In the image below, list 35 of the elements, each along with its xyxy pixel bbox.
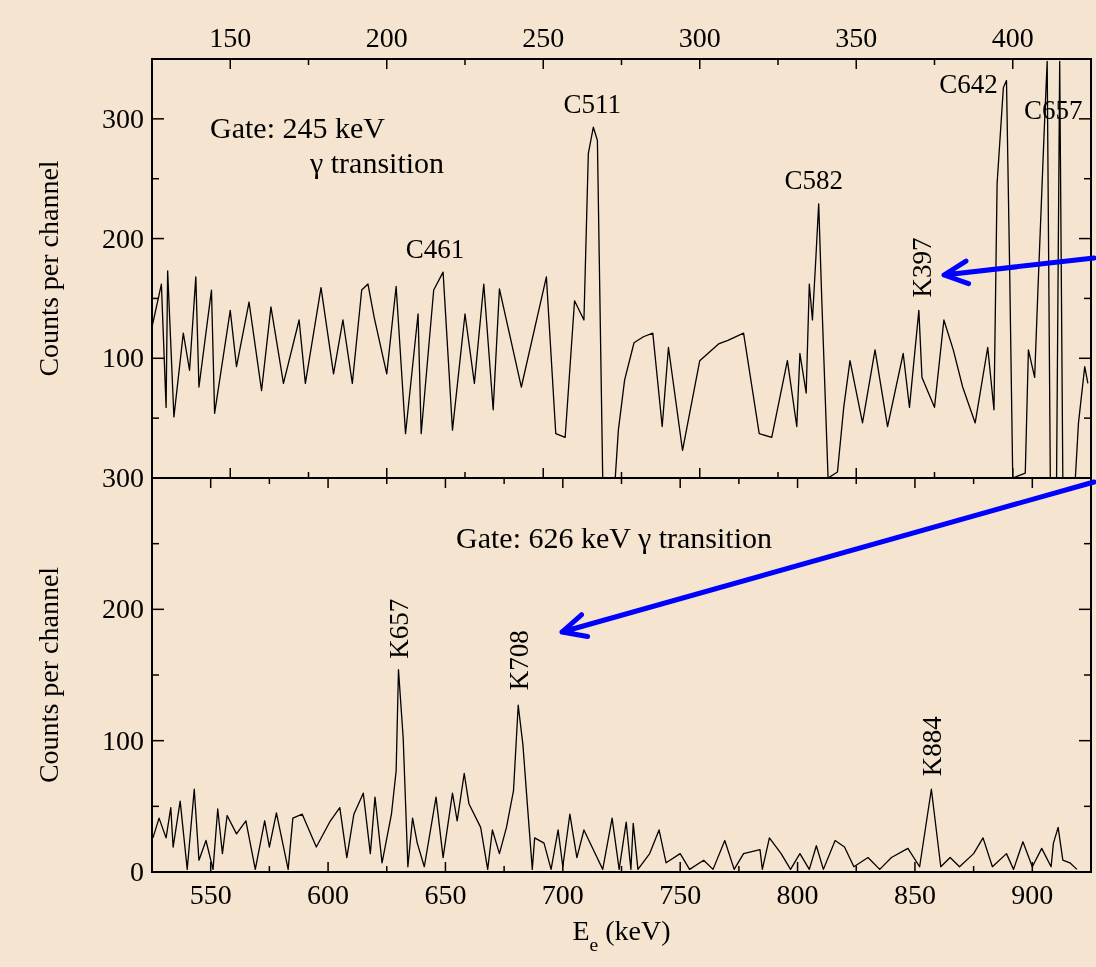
x-tick-label: 150: [209, 22, 252, 53]
y-tick-label: 100: [102, 724, 144, 756]
x-tick-label: 850: [893, 879, 936, 910]
x-tick-label: 900: [1011, 879, 1054, 910]
annotation: K884: [917, 715, 948, 777]
x-tick-label: 350: [835, 22, 878, 53]
y-tick-label: 200: [102, 222, 144, 254]
y-tick-label: 200: [102, 593, 144, 625]
x-tick-label: 550: [189, 879, 232, 910]
annotation: γ transition: [309, 146, 445, 179]
x-tick-label: 750: [659, 879, 702, 910]
y-axis-title: Counts per channel: [33, 160, 64, 377]
y-tick-label: 100: [102, 342, 144, 374]
x-tick-label: 800: [776, 879, 819, 910]
annotation: C461: [405, 234, 465, 265]
x-tick-label: 300: [678, 22, 721, 53]
x-axis-title: E$_{e}$ (keV): [572, 915, 671, 955]
annotation: K397: [906, 237, 937, 298]
y-tick-label: 300: [102, 102, 144, 134]
y-tick-label: 300: [102, 462, 144, 493]
x-tick-label: 700: [541, 879, 584, 910]
annotation: Gate: 245 keV: [210, 111, 386, 144]
y-axis-title: Counts per channel: [33, 566, 64, 784]
annotation: C582: [784, 164, 843, 195]
x-tick-label: 650: [424, 879, 467, 910]
annotation: Gate: 626 keV γ transition: [456, 521, 772, 554]
annotation: C511: [563, 89, 622, 120]
y-tick-label: 0: [130, 856, 144, 887]
annotation: K657: [384, 598, 415, 659]
x-tick-label: 250: [522, 22, 565, 53]
x-tick-label: 400: [991, 22, 1034, 53]
annotation: C642: [939, 68, 998, 99]
x-tick-label: 200: [365, 22, 408, 53]
x-tick-label: 600: [307, 879, 350, 910]
annotation: K708: [504, 630, 535, 691]
